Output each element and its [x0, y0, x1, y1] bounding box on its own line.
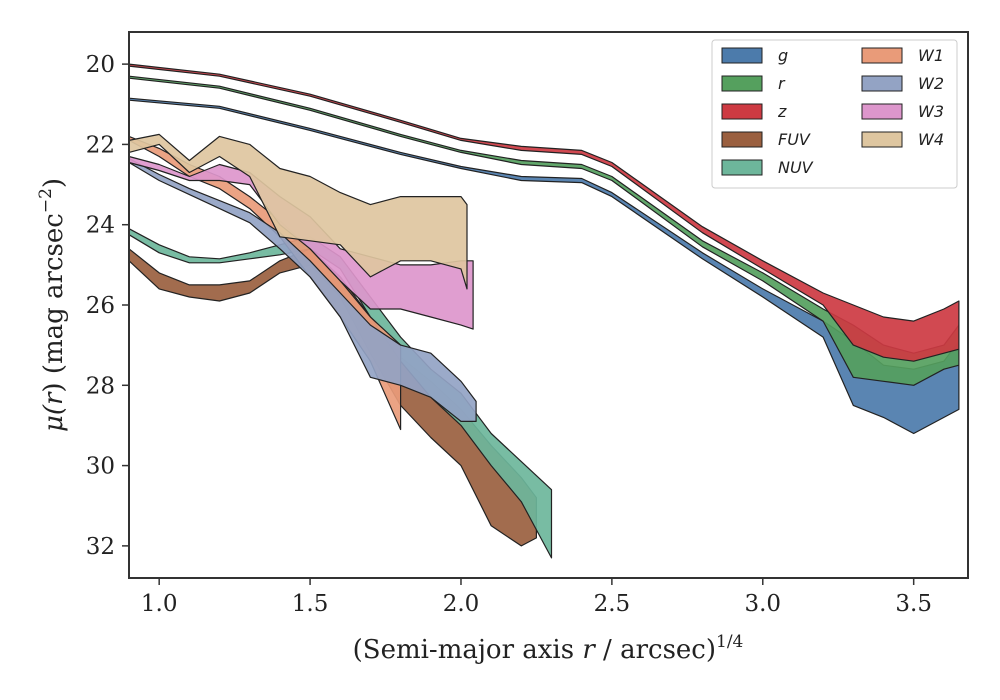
series-g-band: [128, 97, 960, 435]
legend-swatch-w1: [861, 47, 903, 64]
x-tick-label: 1.5: [292, 591, 329, 617]
legend-swatch-w2: [861, 75, 903, 92]
series-fuv-band: [128, 248, 538, 547]
legend-swatch-r: [721, 75, 763, 92]
legend-label-r: r: [778, 74, 786, 93]
legend-label-w1: W1: [918, 46, 944, 65]
series-w4-band: [128, 133, 468, 290]
legend-label-w3: W3: [918, 102, 944, 121]
legend-label-nuv: NUV: [778, 158, 814, 177]
y-tick-label: 22: [86, 132, 115, 158]
legend-swatch-fuv: [721, 131, 763, 148]
x-tick-label: 2.0: [443, 591, 480, 617]
legend-swatch-g: [721, 47, 763, 64]
y-tick-label: 26: [86, 293, 115, 319]
y-tick-label: 32: [86, 534, 115, 560]
legend-label-z: z: [777, 102, 787, 121]
legend-label-g: g: [778, 46, 788, 65]
legend-swatch-w4: [861, 131, 903, 148]
series-layer: [128, 63, 960, 559]
series-w2-band: [128, 157, 477, 422]
y-tick-label: 24: [86, 213, 115, 239]
legend-label-w4: W4: [918, 130, 944, 149]
legend-swatch-nuv: [721, 159, 763, 176]
x-tick-label: 2.5: [594, 591, 631, 617]
series-z-band: [128, 63, 960, 362]
y-tick-label: 20: [86, 52, 115, 78]
y-tick-label: 30: [86, 454, 115, 480]
x-tick-label: 1.0: [141, 591, 178, 617]
ticks-layer: 1.0 1.5 2.0 2.5 3.0 3.5 20 22 24 26 28 30 32: [86, 52, 932, 617]
legend-label-w2: W2: [918, 74, 944, 93]
x-axis-label: (Semi-major axis r / arcsec)1/4: [353, 632, 744, 665]
legend-swatch-z: [721, 103, 763, 120]
x-tick-label: 3.5: [895, 591, 932, 617]
y-tick-label: 28: [86, 373, 115, 399]
legend-swatch-w3: [861, 103, 903, 120]
legend: grz FUV NUV W1 W2 W3 W4: [711, 39, 958, 189]
y-axis-label: μ(r) (mag arcsec−2): [36, 178, 69, 432]
x-tick-label: 3.0: [744, 591, 781, 617]
legend-label-fuv: FUV: [778, 130, 811, 149]
